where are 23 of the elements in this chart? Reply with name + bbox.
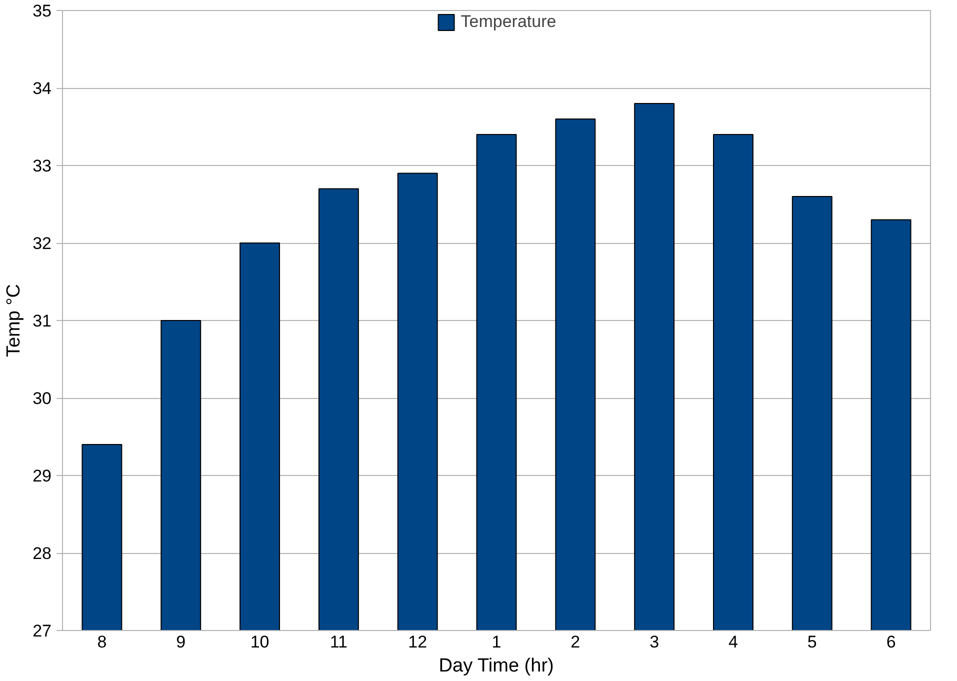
legend-label: Temperature [460, 12, 556, 32]
y-tick-label: 27 [32, 622, 52, 640]
y-tick-label: 32 [32, 234, 52, 253]
x-tick-label: 11 [330, 632, 348, 652]
x-tick-label: 4 [728, 632, 738, 652]
x-tick-label: 8 [97, 632, 107, 652]
y-tick-label: 33 [32, 156, 52, 176]
x-tick-label: 9 [176, 632, 186, 652]
y-axis-title: Temp °C [4, 284, 25, 358]
x-tick-label: 5 [807, 632, 817, 652]
y-tick-label: 35 [32, 2, 52, 20]
x-tick-label: 3 [650, 632, 660, 652]
y-tick-label: 34 [32, 79, 52, 98]
x-axis-title: Day Time (hr) [438, 656, 554, 676]
x-tick-label: 10 [250, 632, 270, 652]
x-tick-label: 6 [886, 632, 896, 652]
x-tick-label: 12 [408, 632, 428, 652]
x-tick-label: 2 [570, 632, 580, 652]
y-tick-label: 28 [32, 544, 52, 563]
y-tick-label: 31 [32, 312, 52, 330]
x-tick-label: 1 [492, 632, 502, 652]
y-tick-label: 30 [32, 389, 52, 408]
y-tick-label: 29 [32, 466, 52, 486]
